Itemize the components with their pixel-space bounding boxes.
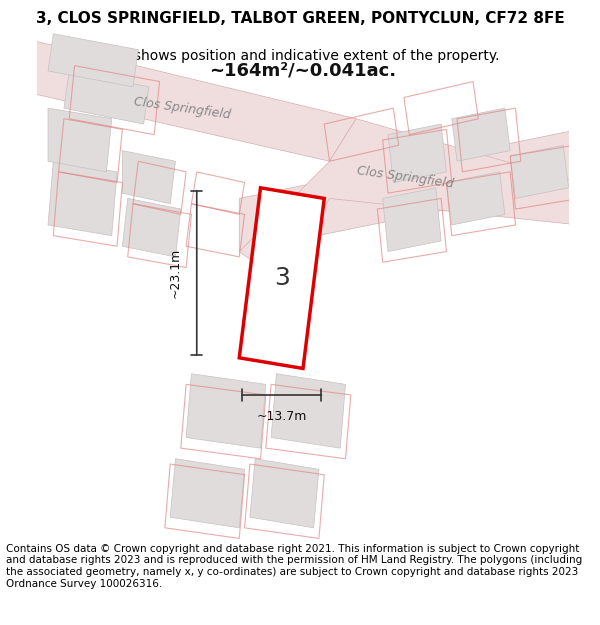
Text: Clos Springfield: Clos Springfield xyxy=(133,95,232,122)
Polygon shape xyxy=(170,459,245,528)
Polygon shape xyxy=(122,199,181,257)
Polygon shape xyxy=(239,188,324,368)
Text: 3: 3 xyxy=(274,266,290,290)
Text: ~164m²/~0.041ac.: ~164m²/~0.041ac. xyxy=(209,62,397,80)
Polygon shape xyxy=(27,39,356,161)
Polygon shape xyxy=(452,108,510,161)
Text: Map shows position and indicative extent of the property.: Map shows position and indicative extent… xyxy=(100,49,500,63)
Polygon shape xyxy=(239,119,579,278)
Text: Clos Springfield: Clos Springfield xyxy=(356,164,454,191)
Polygon shape xyxy=(48,34,139,87)
Polygon shape xyxy=(186,374,266,448)
Text: Contains OS data © Crown copyright and database right 2021. This information is : Contains OS data © Crown copyright and d… xyxy=(6,544,582,589)
Text: ~23.1m: ~23.1m xyxy=(169,248,182,298)
Text: ~13.7m: ~13.7m xyxy=(257,410,307,422)
Polygon shape xyxy=(239,129,579,251)
Polygon shape xyxy=(48,108,112,172)
Polygon shape xyxy=(48,161,117,236)
Polygon shape xyxy=(383,188,441,251)
Polygon shape xyxy=(271,374,346,448)
Polygon shape xyxy=(250,459,319,528)
Polygon shape xyxy=(64,71,149,124)
Polygon shape xyxy=(388,124,446,182)
Text: 3, CLOS SPRINGFIELD, TALBOT GREEN, PONTYCLUN, CF72 8FE: 3, CLOS SPRINGFIELD, TALBOT GREEN, PONTY… xyxy=(35,11,565,26)
Polygon shape xyxy=(122,151,175,204)
Polygon shape xyxy=(446,172,505,225)
Polygon shape xyxy=(510,145,569,199)
